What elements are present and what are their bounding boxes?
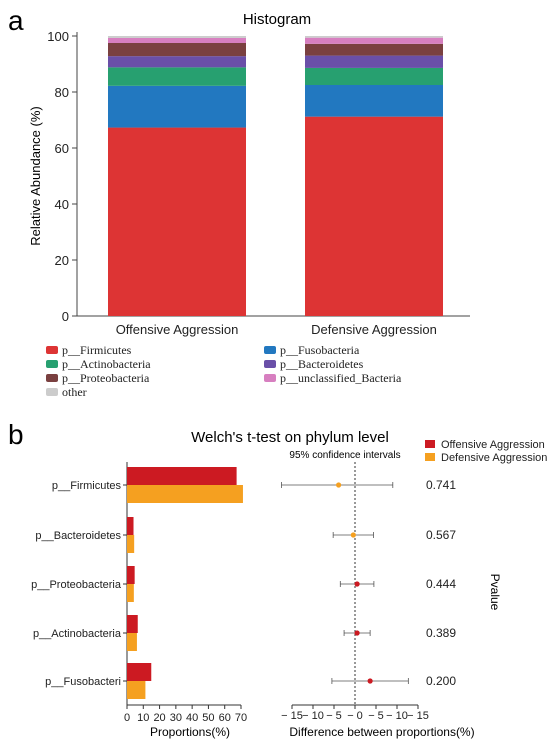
proportion-bar xyxy=(127,633,137,651)
proportion-bar xyxy=(127,663,152,681)
pvalue-text: 0.741 xyxy=(426,478,456,492)
legend-swatch xyxy=(264,346,276,354)
pvalue-text: 0.389 xyxy=(426,626,456,640)
pvalue-axis-label: Pvalue xyxy=(488,574,502,611)
phylum-label: p__Proteobacteria xyxy=(31,579,122,591)
proportion-bar xyxy=(127,467,237,485)
histogram-bar-segment xyxy=(305,37,443,44)
welch-title: Welch's t-test on phylum level xyxy=(191,429,389,446)
histogram-legend: p__Firmicutes p__Fusobacteria p__Actinobac… xyxy=(46,343,402,399)
legend-swatch xyxy=(46,388,58,396)
phylum-label: p__Fusobacteri xyxy=(45,676,121,688)
ci-xlabel: Difference between proportions(%) xyxy=(289,725,474,739)
histogram-bar-segment xyxy=(305,116,443,316)
proportions-xtick-label: 50 xyxy=(202,712,214,724)
panel-a-letter: a xyxy=(8,5,24,36)
ci-point xyxy=(367,678,373,684)
histogram-ytick-label: 20 xyxy=(55,253,69,268)
phylum-label: p__Bacteroidetes xyxy=(35,530,121,542)
proportions-xlabel: Proportions(%) xyxy=(150,725,230,739)
phylum-label: p__Actinobacteria xyxy=(33,628,122,640)
welch-legend-swatch xyxy=(425,440,435,448)
ci-xtick-label: − 0 xyxy=(347,710,363,722)
histogram-ytick-label: 0 xyxy=(62,309,69,324)
histogram-bar-segment xyxy=(108,85,246,128)
legend-swatch xyxy=(46,374,58,382)
legend-label: p__unclassified_Bacteria xyxy=(280,371,402,385)
ci-xtick-label: − 5 xyxy=(326,710,342,722)
histogram-bar-segment xyxy=(305,43,443,56)
legend-swatch xyxy=(264,360,276,368)
legend-swatch xyxy=(46,346,58,354)
ci-point xyxy=(350,532,356,538)
proportions-xtick-label: 10 xyxy=(137,712,149,724)
pvalue-text: 0.567 xyxy=(426,528,456,542)
legend-label: p__Actinobacteria xyxy=(62,357,151,371)
proportion-bar xyxy=(127,615,138,633)
ci-xtick-label: − 5 xyxy=(368,710,384,722)
ci-point xyxy=(354,630,360,636)
proportion-bar xyxy=(127,485,243,503)
legend-swatch xyxy=(264,374,276,382)
ci-point xyxy=(336,482,342,488)
proportions-xtick-label: 40 xyxy=(186,712,198,724)
histogram-ylabel: Relative Abundance (%) xyxy=(28,106,43,245)
proportions-xtick-label: 70 xyxy=(235,712,247,724)
ci-point xyxy=(354,581,360,587)
histogram-ytick-label: 80 xyxy=(55,85,69,100)
histogram-bar-segment xyxy=(305,67,443,85)
phylum-label: p__Firmicutes xyxy=(52,480,122,492)
histogram-bar-segment xyxy=(108,127,246,316)
ci-xtick-label: − 10 xyxy=(386,710,408,722)
histogram-bar-segment xyxy=(108,37,246,43)
proportions-xtick-label: 0 xyxy=(124,712,130,724)
histogram-category-label: Offensive Aggression xyxy=(116,322,239,337)
legend-label: p__Bacteroidetes xyxy=(280,357,364,371)
ci-plot: − 15− 10− 5− 0− 5− 10− 150.7410.5670.444… xyxy=(281,462,456,722)
proportion-bar xyxy=(127,566,135,584)
panel-b-letter: b xyxy=(8,419,24,450)
histogram-bar-segment xyxy=(108,36,246,38)
welch-legend-swatch xyxy=(425,453,435,461)
proportions-plot: 0 10 20 30 40 50 60 70 p__Firmicutes p__Bacteroid… xyxy=(31,462,247,724)
histogram-bar-segment xyxy=(108,56,246,68)
legend-label: p__Firmicutes xyxy=(62,343,132,357)
proportion-bar xyxy=(127,535,135,553)
welch-legend-label: Defensive Aggression xyxy=(441,452,547,464)
histogram-ytick-label: 60 xyxy=(55,141,69,156)
proportions-xtick-label: 30 xyxy=(170,712,182,724)
pvalue-text: 0.444 xyxy=(426,577,456,591)
pvalue-text: 0.200 xyxy=(426,674,456,688)
proportions-xtick-label: 60 xyxy=(219,712,231,724)
histogram-title: Histogram xyxy=(243,11,311,28)
ci-xtick-label: − 15 xyxy=(407,710,429,722)
legend-label: p__Fusobacteria xyxy=(280,343,360,357)
histogram-category-label: Defensive Aggression xyxy=(311,322,437,337)
histogram-bar-segment xyxy=(305,85,443,117)
histogram-ytick-label: 40 xyxy=(55,197,69,212)
legend-swatch xyxy=(46,360,58,368)
proportion-bar xyxy=(127,584,134,602)
ci-xtick-label: − 15 xyxy=(281,710,303,722)
ci-title: 95% confidence intervals xyxy=(289,450,400,461)
histogram-bar-segment xyxy=(108,43,246,57)
histogram-bar-segment xyxy=(108,67,246,86)
histogram-bar-segment xyxy=(305,55,443,68)
histogram-ytick-label: 100 xyxy=(47,29,69,44)
proportion-bar xyxy=(127,517,134,535)
welch-legend-label: Offensive Aggression xyxy=(441,439,545,451)
legend-label: p__Proteobacteria xyxy=(62,371,150,385)
histogram-plot: 0 20 40 60 80 100 Offensive Aggression Defensiv… xyxy=(47,29,470,337)
ci-xtick-label: − 10 xyxy=(302,710,324,722)
proportion-bar xyxy=(127,681,146,699)
proportions-xtick-label: 20 xyxy=(153,712,165,724)
histogram-bar-segment xyxy=(305,36,443,38)
legend-label: other xyxy=(62,385,87,399)
